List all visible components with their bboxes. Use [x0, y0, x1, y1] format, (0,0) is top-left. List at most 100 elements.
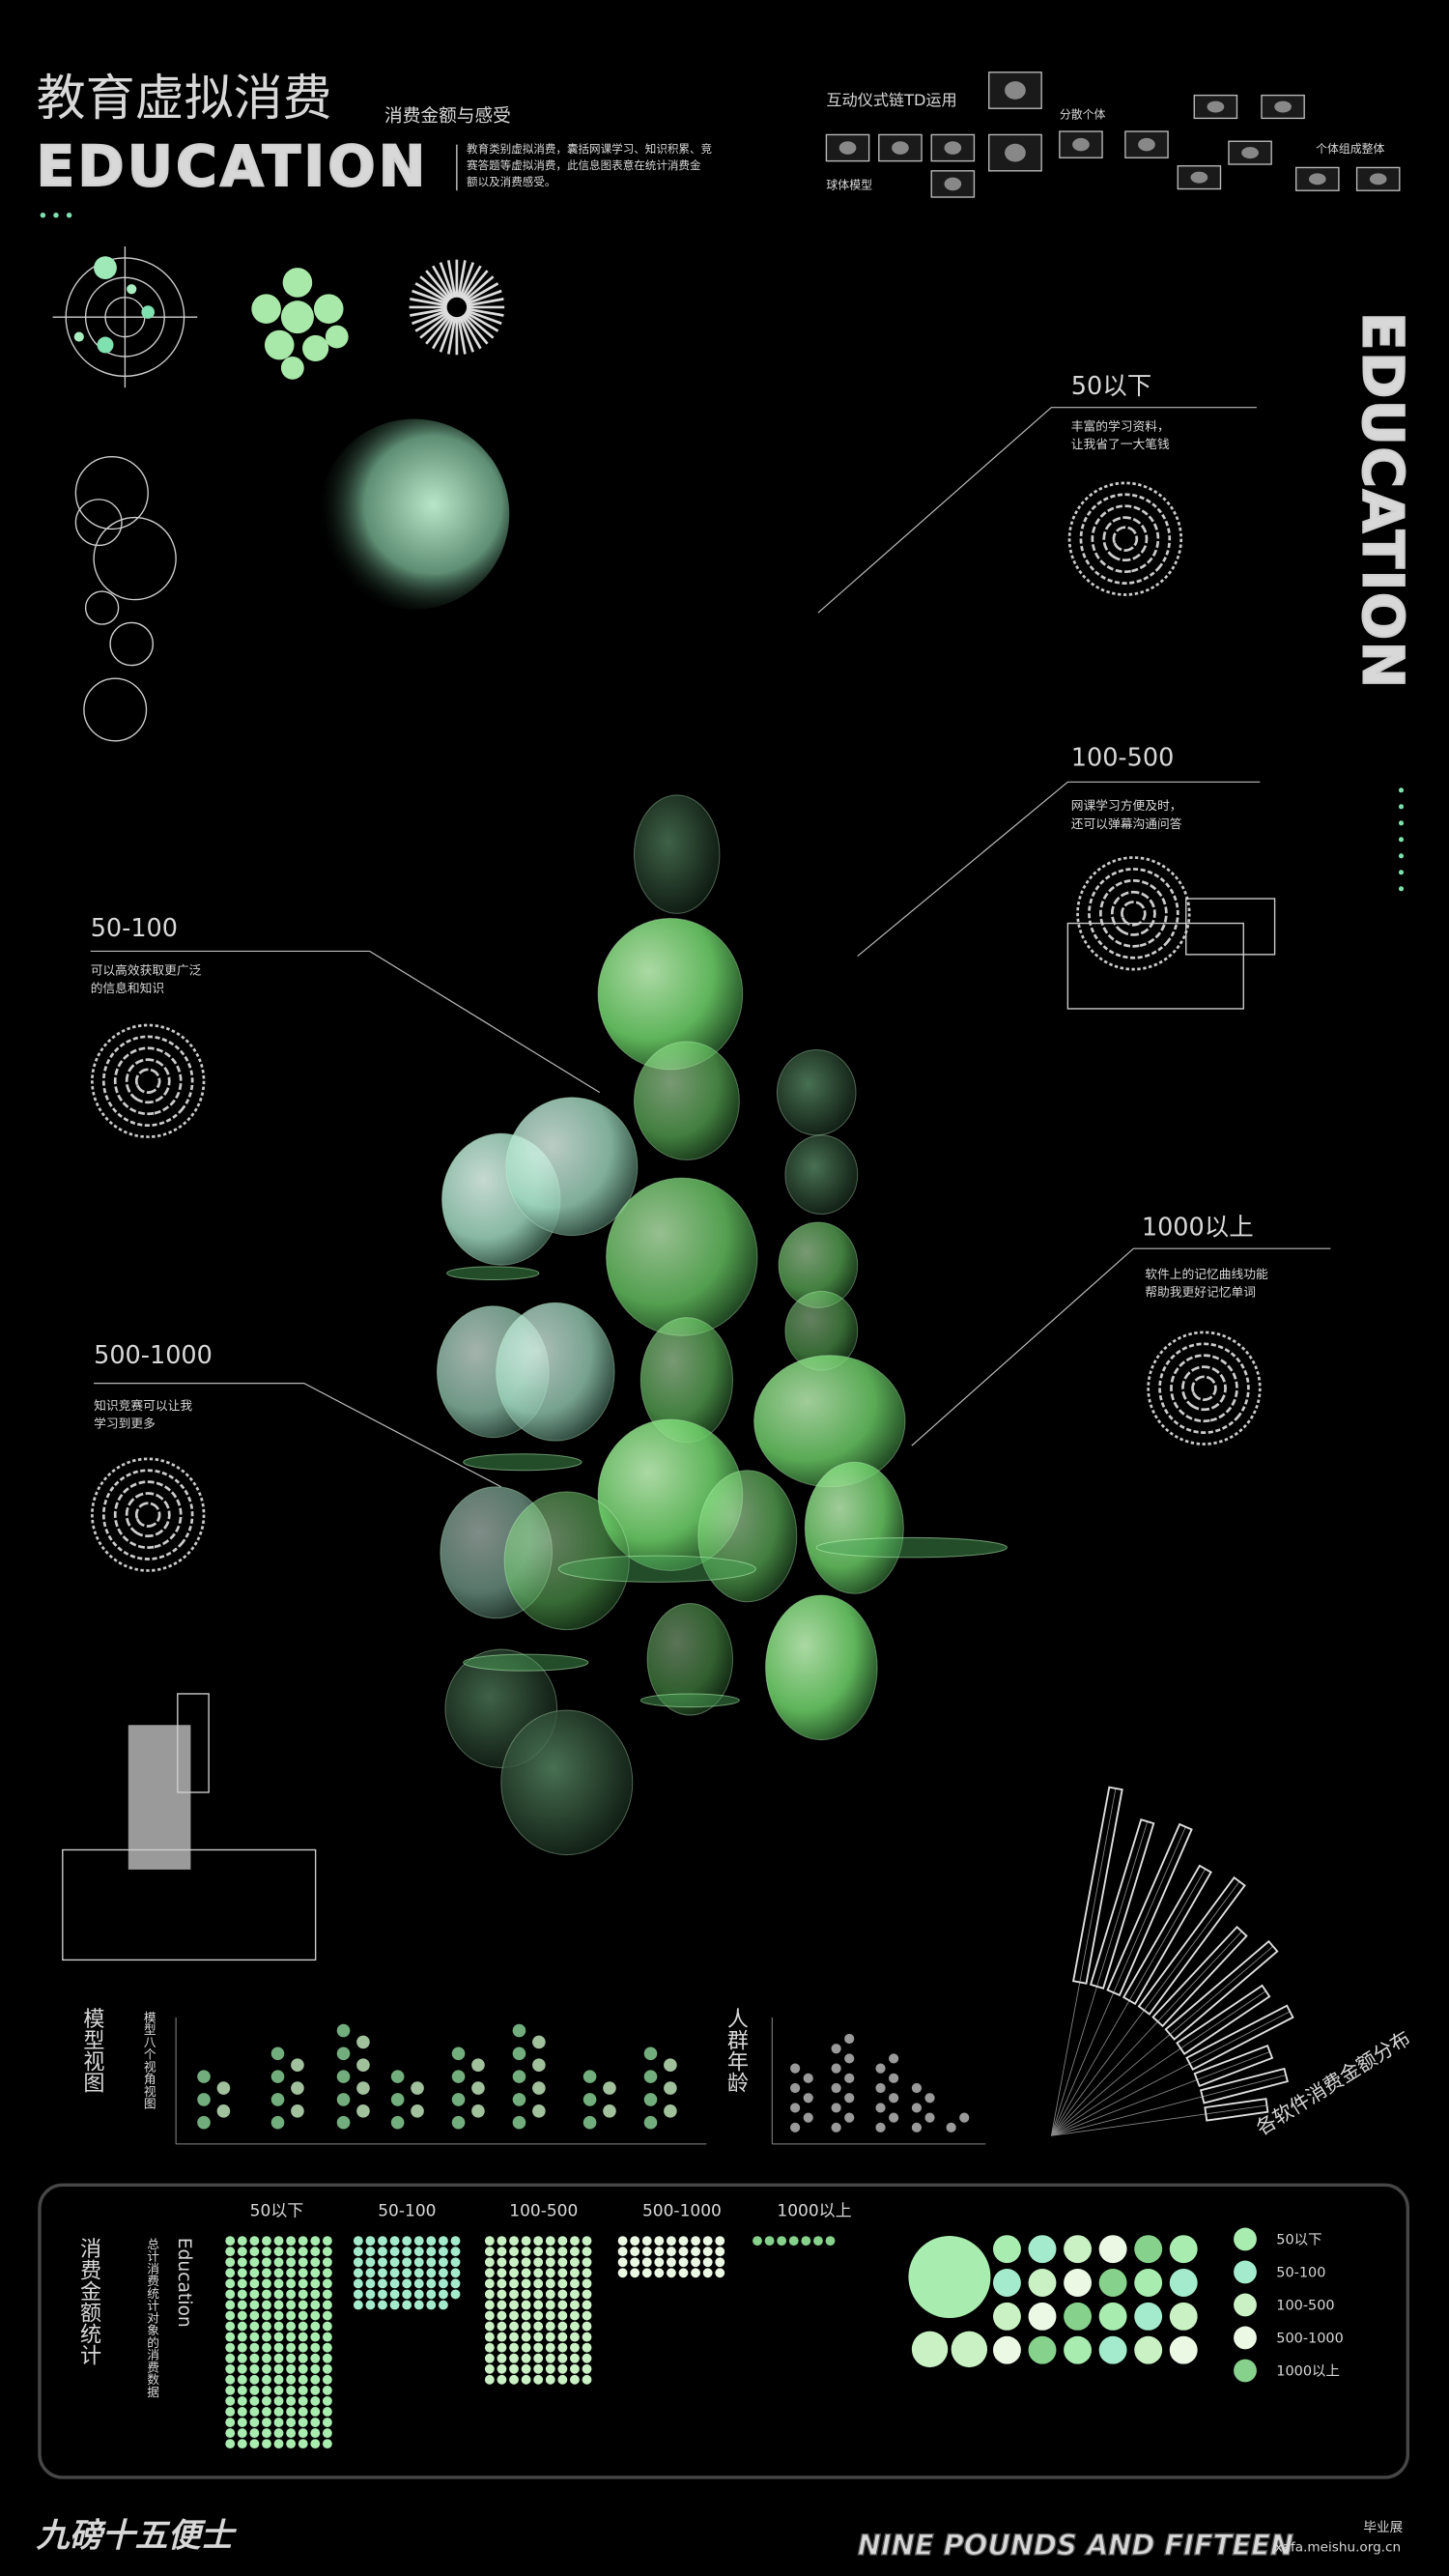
dot: [378, 2278, 387, 2289]
ray: [446, 316, 457, 355]
dot: [570, 2353, 580, 2363]
dot: [654, 2268, 665, 2278]
side-word: EDUCATION: [1350, 312, 1415, 690]
dot: [298, 2407, 308, 2417]
ray: [466, 307, 504, 317]
mini-dot: [336, 2070, 351, 2083]
thumbnail-icon: [1274, 100, 1292, 113]
dot: [225, 2353, 236, 2363]
dot: [353, 2236, 363, 2247]
fan-ray: [1051, 1931, 1242, 2136]
ray: [425, 270, 452, 301]
mini-dot: [803, 2093, 813, 2104]
dot: [225, 2363, 236, 2374]
dot: [310, 2332, 321, 2342]
dot: [286, 2247, 297, 2257]
dot: [521, 2289, 531, 2300]
mini-dot: [875, 2122, 886, 2132]
dot: [225, 2332, 236, 2342]
dot: [413, 2278, 424, 2289]
mini-dot: [451, 2115, 466, 2130]
thumbnail-icon: [1138, 137, 1155, 152]
dot: [545, 2321, 555, 2332]
dot: [237, 2300, 247, 2310]
dot: [438, 2268, 448, 2278]
ray: [459, 262, 475, 299]
ray: [425, 313, 452, 345]
dot: [641, 2257, 652, 2268]
dot: [438, 2247, 448, 2257]
mini-dot: [603, 2081, 616, 2095]
dot: [237, 2439, 247, 2449]
dot: [262, 2353, 271, 2363]
dot: [286, 2300, 297, 2310]
thumbnail-icon: [838, 141, 857, 155]
dot: [262, 2332, 271, 2342]
dot: [237, 2363, 247, 2374]
dot: [570, 2363, 580, 2374]
disc: [776, 1048, 857, 1136]
bubble: [992, 2269, 1021, 2297]
dot: [570, 2332, 580, 2342]
dot: [273, 2395, 284, 2406]
dot: [310, 2342, 321, 2353]
fan-ray: [1051, 1880, 1240, 2136]
dot: [402, 2289, 412, 2300]
dot: [322, 2268, 332, 2278]
mini-dot: [291, 2104, 304, 2118]
tag: 毕业展: [1363, 2520, 1403, 2535]
fan-ray: [1051, 2051, 1270, 2136]
ray: [462, 270, 489, 301]
dot: [533, 2342, 544, 2353]
thumbnail-icon: [1190, 171, 1208, 184]
fan-bar: [1199, 2067, 1289, 2104]
ray: [465, 309, 502, 326]
dot: [237, 2428, 247, 2439]
dot: [286, 2385, 297, 2395]
dot: [545, 2374, 555, 2385]
dot: [557, 2300, 568, 2310]
dot: [497, 2257, 507, 2268]
disc: [633, 794, 721, 914]
mini-dot: [356, 2058, 370, 2073]
dot: [678, 2247, 689, 2257]
dot: [582, 2268, 592, 2278]
dot: [378, 2268, 387, 2278]
spiral-ring: [125, 1058, 171, 1104]
dot: [310, 2353, 321, 2363]
dot: [249, 2353, 260, 2363]
mini-dot: [356, 2081, 370, 2095]
bubble: [1028, 2235, 1057, 2264]
dot-column: [353, 2236, 461, 2310]
disc: [633, 1041, 740, 1160]
legend-label: 50-100: [1276, 2266, 1325, 2281]
dot: [545, 2257, 555, 2268]
td-label: 个体组成整体: [1316, 142, 1384, 156]
dot: [286, 2268, 297, 2278]
dot: [545, 2247, 555, 2257]
dot: [497, 2236, 507, 2247]
dot: [617, 2247, 628, 2257]
spiral-ring: [91, 1023, 206, 1138]
category-label: 50以下: [250, 2202, 304, 2221]
ray: [463, 312, 495, 339]
dot: [353, 2278, 363, 2289]
ray: [457, 260, 467, 299]
dot: [378, 2236, 387, 2247]
dot: [310, 2268, 321, 2278]
mini-dot: [643, 2115, 658, 2130]
dot: [484, 2236, 495, 2247]
callout-text: 可以高效获取更广泛: [91, 962, 202, 978]
bubble-cluster: [908, 2235, 1198, 2368]
dot: [557, 2374, 568, 2385]
dot: [298, 2310, 308, 2321]
spiral-ring: [113, 1046, 183, 1116]
mini-dot: [790, 2122, 801, 2132]
thumbnail-icon: [1005, 81, 1026, 100]
stats-subtitle: Education: [174, 2238, 194, 2328]
disc: [697, 1470, 798, 1603]
category-label: 500-1000: [642, 2202, 722, 2221]
dot: [273, 2374, 284, 2385]
dot: [450, 2289, 461, 2300]
